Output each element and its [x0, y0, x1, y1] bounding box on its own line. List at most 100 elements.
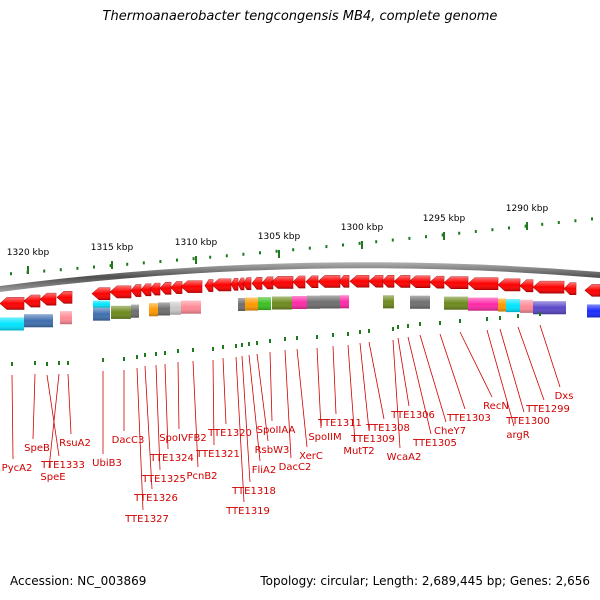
gene-marker [102, 358, 104, 362]
ruler-minor-tick [109, 264, 112, 268]
label-leader-line [459, 331, 493, 398]
gene-arrow-shade [382, 275, 394, 288]
gene-label: RsbW3 [255, 445, 290, 456]
ruler-minor-tick [441, 233, 444, 237]
gene-arrow-shade [92, 287, 110, 300]
gene-label: TTE1305 [412, 438, 457, 449]
ruler-minor-tick [375, 240, 378, 244]
ruler-minor-tick [458, 231, 461, 235]
gene-marker [123, 357, 125, 361]
ruler-major-tick [278, 250, 280, 258]
label-leader-line [486, 329, 515, 427]
gene-marker [46, 362, 48, 366]
gene-label: TTE1300 [505, 416, 550, 427]
ruler-minor-tick [474, 229, 477, 233]
cog-box-shade [149, 303, 158, 317]
label-leader-line [164, 363, 169, 450]
cog-box-shade [292, 296, 307, 310]
ruler-label: 1320 kbp [7, 248, 50, 258]
cog-box-shade [24, 314, 53, 328]
cog-box-shade [498, 298, 506, 312]
ruler-minor-tick [176, 258, 178, 262]
gene-arrow-shade [110, 285, 131, 298]
gene-markers [11, 312, 541, 366]
gene-arrow-shade [0, 297, 24, 310]
label-leader-line [439, 333, 466, 410]
gene-label: TTE1318 [231, 486, 276, 497]
cog-box-shade [468, 297, 498, 311]
gene-arrow-shade [271, 276, 293, 289]
gene-label: TTE1325 [141, 474, 186, 485]
cog-box-shade [506, 299, 520, 313]
label-leader-line [144, 365, 153, 490]
cog-box-shade [258, 297, 271, 311]
ruler-minor-tick [10, 272, 12, 276]
cog-box-shade [111, 305, 131, 319]
label-leader-line [499, 328, 525, 413]
ruler-minor-tick [43, 269, 46, 273]
gene-arrow-shade [171, 281, 182, 294]
gene-arrow-shade [564, 282, 576, 295]
gene-label: PcnB2 [186, 471, 217, 482]
gene-arrow-track [0, 274, 600, 310]
gene-marker [316, 335, 318, 339]
ruler-label: 1300 kbp [341, 223, 384, 233]
cog-box-shade [307, 295, 320, 309]
ruler-major-tick [27, 266, 29, 274]
gene-marker [419, 322, 421, 326]
gene-label: TTE1320 [207, 428, 252, 439]
gene-label: TTE1326 [133, 493, 178, 504]
ruler-minor-tick [325, 245, 328, 249]
label-leader-line [284, 349, 292, 459]
ruler-minor-tick [358, 241, 361, 245]
gene-arrow-shade [339, 275, 349, 288]
ruler-minor-tick [142, 261, 145, 265]
cog-box-shade [158, 302, 170, 316]
cog-box-shade [93, 307, 110, 321]
cog-box-shade [520, 299, 533, 313]
label-leader-line [269, 351, 273, 422]
gene-arrow-shade [498, 278, 520, 291]
gene-marker [144, 353, 146, 357]
label-leader-line [177, 361, 180, 430]
gene-arrow-shade [430, 276, 444, 289]
gene-label: TTE1309 [350, 434, 395, 445]
label-leader-line [248, 354, 261, 462]
label-leader-line [256, 353, 269, 442]
label-leader-line [517, 326, 545, 401]
label-leader-line [241, 355, 251, 483]
cog-box-shade [238, 297, 245, 311]
label-leader-line [32, 373, 36, 440]
gene-arrow-shade [252, 277, 262, 290]
cog-box-shade [410, 295, 430, 309]
gene-marker [459, 319, 461, 323]
ruler-minor-tick [391, 238, 394, 242]
ruler-minor-tick [76, 266, 79, 270]
label-leader-line [192, 360, 199, 468]
ruler-label: 1295 kbp [423, 214, 466, 224]
gene-marker [347, 332, 349, 336]
label-leader-line [67, 373, 72, 435]
gene-label: SpoIVFB2 [159, 433, 207, 444]
gene-marker [539, 312, 541, 316]
ruler-minor-tick [574, 219, 577, 223]
gene-arrow-shade [181, 280, 202, 293]
gene-arrow-shade [533, 281, 564, 294]
gene-marker [359, 330, 361, 334]
gene-marker [177, 349, 179, 353]
ruler-minor-tick [242, 252, 245, 256]
cog-box-shade [93, 300, 110, 308]
ruler-minor-tick [259, 251, 261, 255]
accession-text: Accession: NC_003869 [10, 574, 147, 588]
gene-marker [192, 348, 194, 352]
cog-box-shade [340, 295, 349, 309]
gene-arrow-shade [369, 275, 383, 288]
ruler-minor-tick [557, 221, 560, 225]
ruler-minor-tick [508, 226, 510, 230]
gene-marker [368, 329, 370, 333]
gene-label: MutT2 [343, 446, 374, 457]
ruler-label: 1315 kbp [91, 243, 134, 253]
label-leader-line [235, 356, 245, 503]
